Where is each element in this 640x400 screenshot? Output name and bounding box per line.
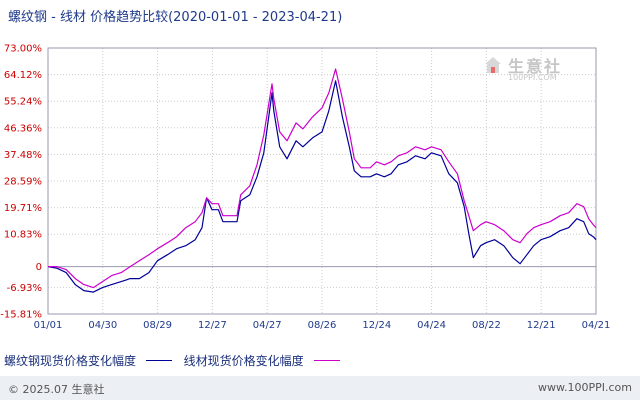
plot-frame	[47, 47, 597, 315]
tick-labels: 73.00% 64.12% 55.24% 46.36% 37.48% 28.59% 19.7…	[0, 44, 610, 332]
series-line-wire	[48, 68, 597, 289]
legend-label-rebar: 螺纹钢现货价格变化幅度	[4, 354, 137, 368]
x-tick-label: 04/24	[417, 320, 446, 331]
y-tick-label: 55.24%	[4, 97, 42, 108]
y-tick-label: 10.83%	[4, 230, 42, 241]
y-tick-label: -6.93%	[7, 283, 42, 294]
x-tick-label: 08/22	[472, 320, 501, 331]
site-link[interactable]: www.100PPI.com	[538, 381, 632, 394]
x-tick-label: 08/26	[308, 320, 337, 331]
x-tick-label: 04/21	[582, 320, 611, 331]
x-tick-label: 01/01	[34, 320, 63, 331]
series-lines	[47, 68, 597, 293]
x-tick-label: 08/29	[143, 320, 172, 331]
y-tick-label: 0	[36, 262, 42, 273]
legend-swatch-rebar	[145, 360, 172, 361]
x-tick-label: 12/21	[527, 320, 556, 331]
x-tick-label: 04/30	[88, 320, 117, 331]
y-tick-label: -15.81%	[0, 310, 42, 321]
legend: 螺纹钢现货价格变化幅度 线材现货价格变化幅度	[4, 352, 348, 369]
y-tick-label: 37.48%	[4, 150, 42, 161]
x-tick-label: 04/27	[253, 320, 282, 331]
x-tick-label: 12/27	[198, 320, 227, 331]
series-line-rebar	[47, 80, 597, 293]
x-tick-label: 12/24	[362, 320, 391, 331]
legend-swatch-wire	[313, 360, 340, 361]
watermark-logo: 生意社 100PPI.COM	[478, 52, 578, 88]
axes	[47, 47, 597, 315]
footer-bar: © 2025.07 生意社 www.100PPI.com	[0, 376, 640, 400]
y-tick-label: 73.00%	[4, 44, 42, 55]
y-tick-label: 19.71%	[4, 203, 42, 214]
chart-title: 螺纹钢 - 线材 价格趋势比较(2020-01-01 - 2023-04-21)	[8, 10, 343, 25]
watermark-url: 100PPI.COM	[508, 73, 557, 82]
copyright-text: © 2025.07 生意社	[8, 383, 105, 396]
watermark-name: 生意社	[508, 57, 563, 76]
legend-label-wire: 线材现货价格变化幅度	[183, 354, 304, 368]
y-tick-label: 46.36%	[4, 123, 42, 134]
house-icon	[485, 57, 501, 73]
y-tick-label: 64.12%	[4, 70, 42, 81]
y-tick-label: 28.59%	[4, 177, 42, 188]
